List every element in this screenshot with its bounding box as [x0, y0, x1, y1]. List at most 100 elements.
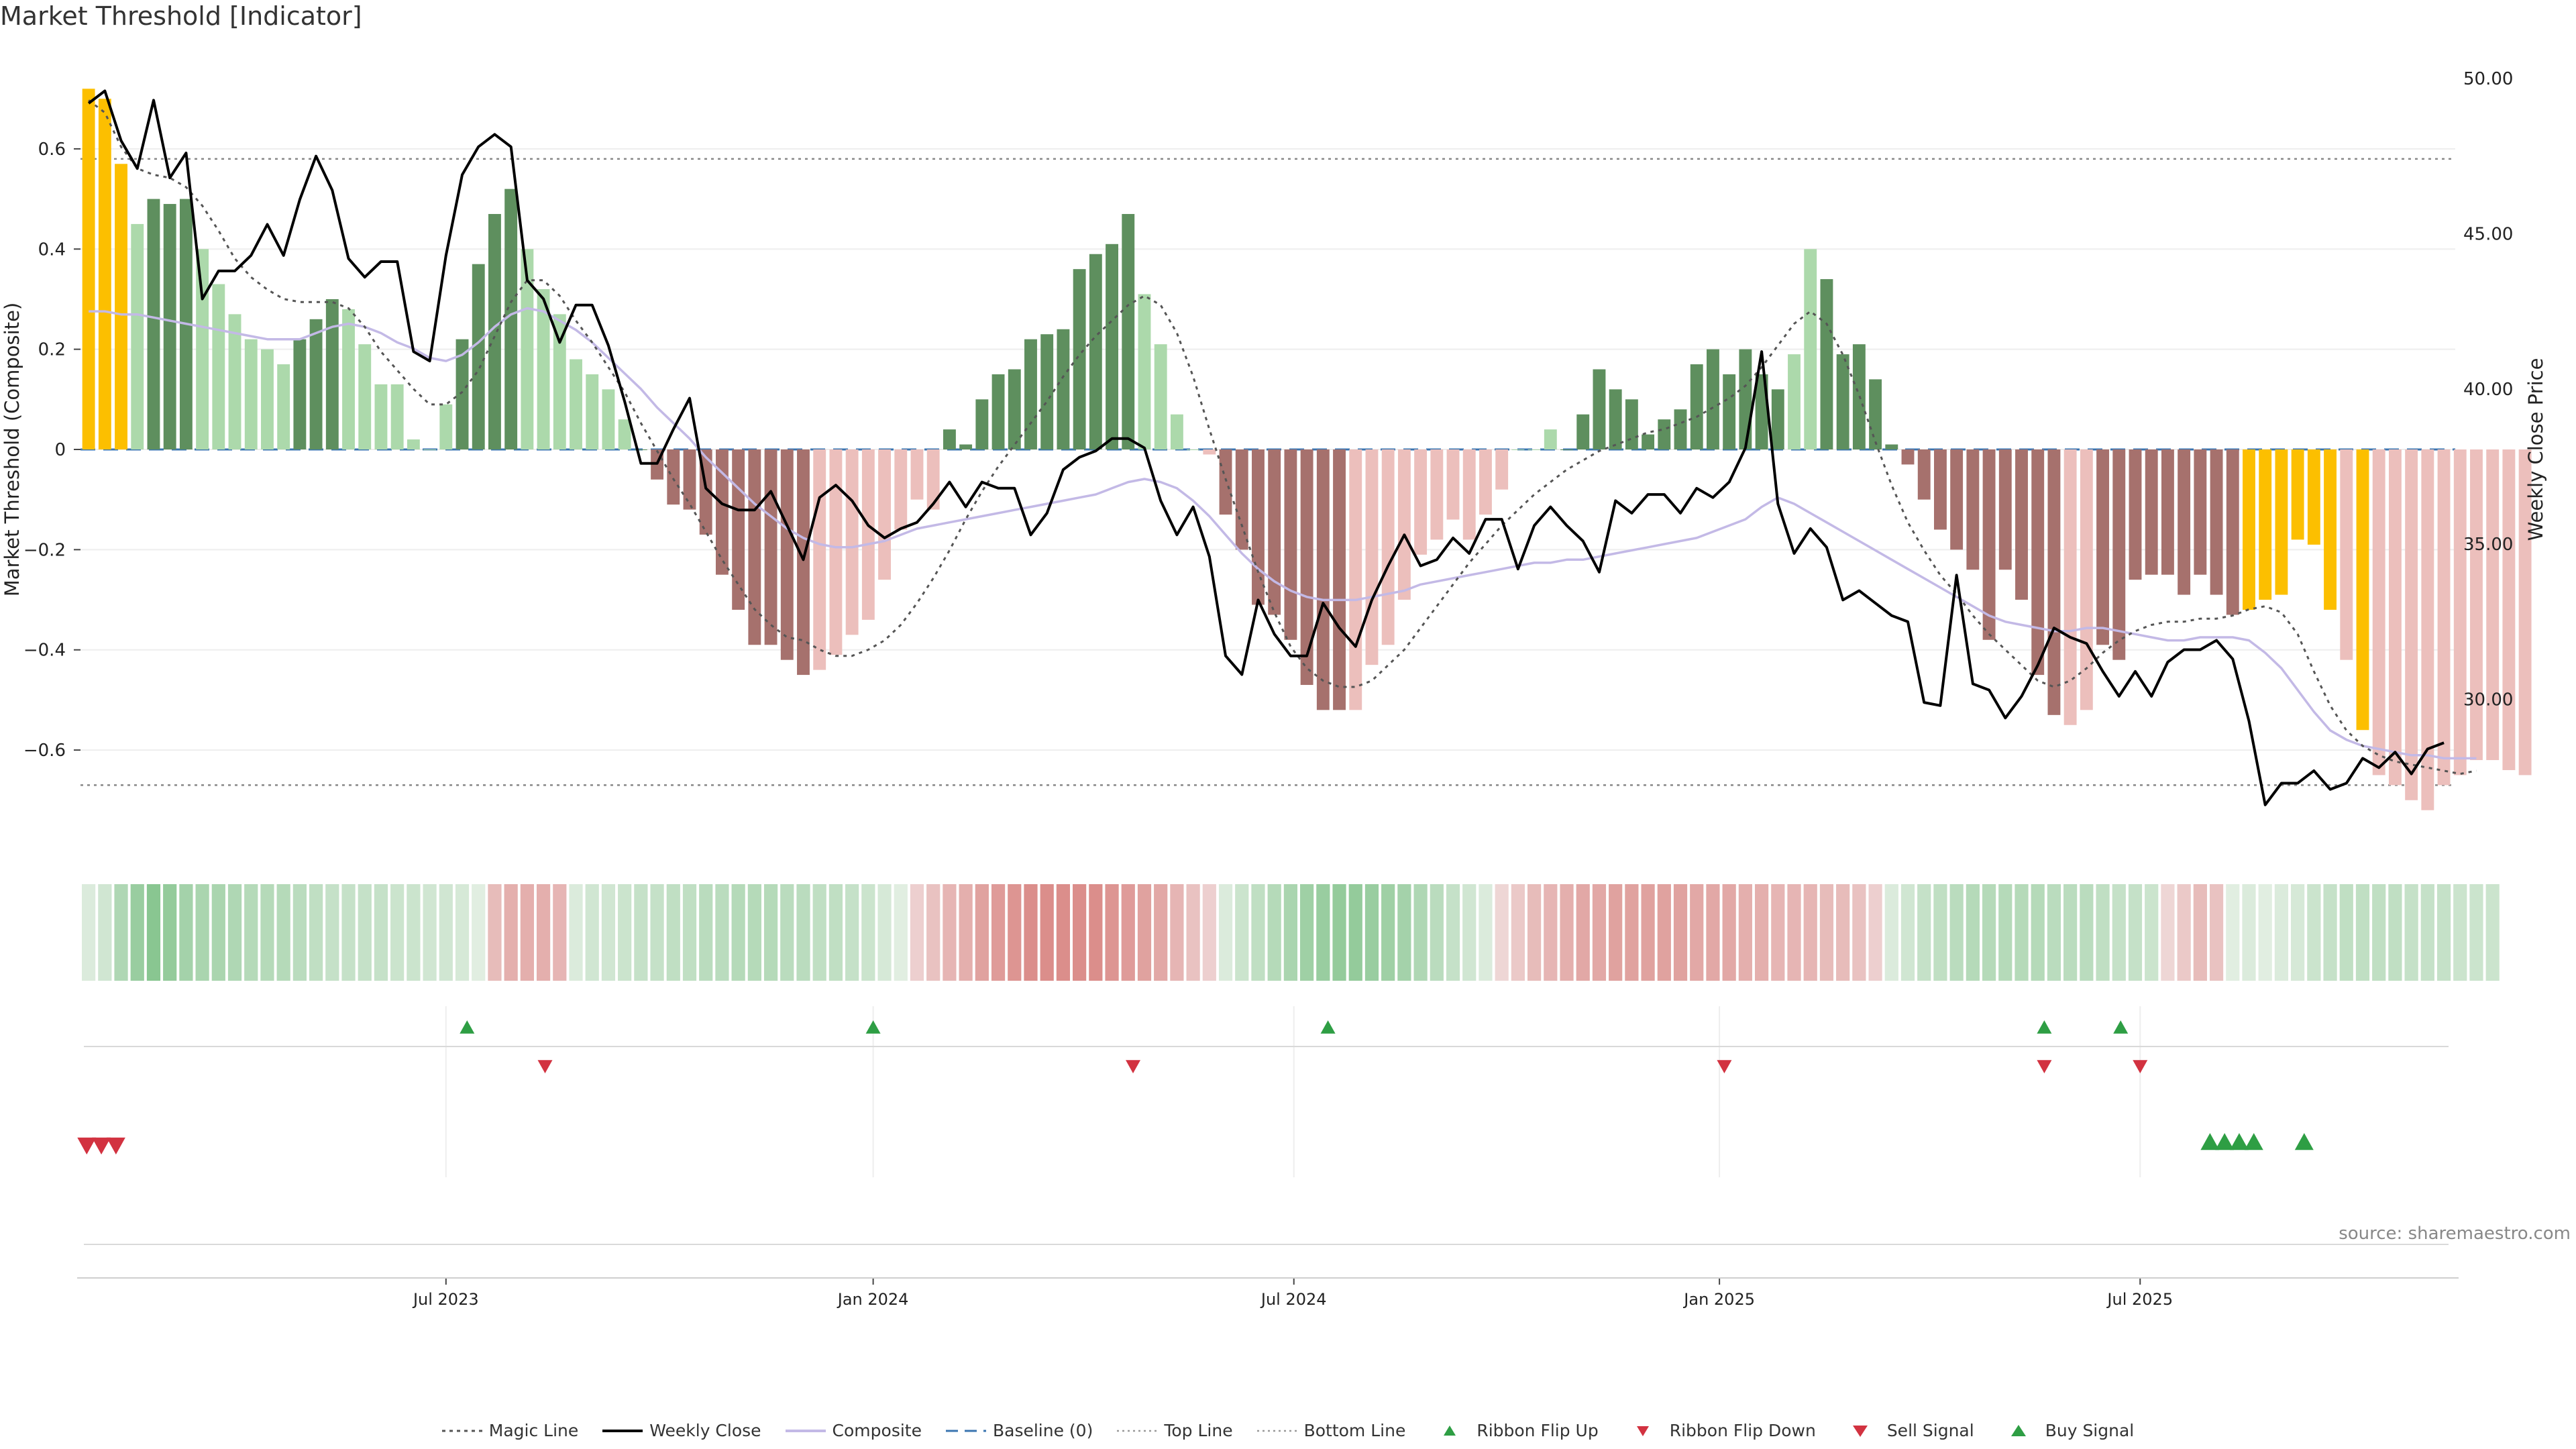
x-tick-label: Jan 2025: [1682, 1290, 1755, 1309]
ribbon-cell: [1251, 884, 1265, 981]
ribbon-cell: [1218, 884, 1233, 981]
composite-bar: [2080, 449, 2093, 710]
ribbon-cell: [1787, 884, 1801, 981]
ribbon-cell: [163, 884, 177, 981]
composite-bar: [1527, 449, 1541, 450]
composite-bar: [261, 349, 274, 449]
y-tick-label: 0: [54, 440, 66, 460]
composite-bar: [2388, 449, 2402, 786]
ribbon-cell: [488, 884, 502, 981]
composite-bar: [212, 284, 225, 449]
ribbon-cell: [763, 884, 778, 981]
composite-bar: [553, 314, 566, 449]
axes: −0.6 −0.4 −0.2 0 0.2 0.4 0.6 30.00 35.00 40.00 45.…: [1, 69, 2547, 1309]
composite-bar: [1057, 329, 1070, 449]
ribbon-cell: [1641, 884, 1655, 981]
composite-bar: [407, 439, 420, 449]
composite-bar: [2307, 449, 2320, 545]
y-tick-label: −0.2: [23, 540, 66, 560]
ribbon-cell: [1900, 884, 1915, 981]
composite-bar: [861, 449, 875, 620]
composite-bar: [1625, 399, 1638, 449]
ribbon-cell: [699, 884, 713, 981]
y2-tick-label: 45.00: [2463, 224, 2513, 244]
composite-bar: [1040, 334, 1054, 449]
ribbon-cell: [2436, 884, 2451, 981]
composite-bar: [1771, 389, 1784, 449]
composite-bar: [309, 319, 323, 449]
ribbon-cell: [845, 884, 859, 981]
composite-bar: [244, 339, 258, 449]
composite-line: [89, 307, 2477, 760]
ribbon-cell: [1527, 884, 1542, 981]
composite-bars: [82, 89, 2532, 810]
dashed-line-icon: [945, 1424, 993, 1438]
composite-bar: [732, 449, 745, 610]
ribbon-cell: [2485, 884, 2500, 981]
ribbon-cell: [2291, 884, 2305, 981]
ribbon-cell: [1560, 884, 1574, 981]
legend-item: Bottom Line: [1256, 1421, 1405, 1440]
ribbon-cell: [2015, 884, 2029, 981]
ribbon-cell: [1348, 884, 1362, 981]
ribbon-flip-up-marker: [2037, 1020, 2052, 1034]
composite-bar: [1430, 449, 1444, 540]
composite-bar: [1707, 349, 1719, 449]
composite-bar: [748, 449, 761, 645]
composite-bar: [1284, 449, 1297, 640]
composite-bar: [504, 189, 518, 449]
ribbon-cell: [2420, 884, 2434, 981]
composite-bar: [1544, 429, 1557, 449]
ribbon-cell: [666, 884, 680, 981]
ribbon-flip-down-marker: [2133, 1060, 2148, 1073]
composite-bar: [1154, 344, 1167, 449]
composite-bar: [586, 374, 599, 449]
composite-bar: [2096, 449, 2110, 645]
ribbon-cell: [1819, 884, 1834, 981]
ribbon-cell: [520, 884, 534, 981]
composite-bar: [2243, 449, 2255, 610]
triangle-down-icon: [1623, 1424, 1670, 1438]
composite-bar: [1982, 449, 1996, 640]
ribbon-cell: [926, 884, 941, 981]
legend-item: Ribbon Flip Up: [1430, 1421, 1599, 1440]
composite-bar: [325, 299, 339, 449]
composite-bar: [829, 449, 843, 655]
triangle-down-icon: [1840, 1424, 1887, 1438]
composite-bar: [2291, 449, 2304, 540]
composite-bar: [472, 264, 485, 449]
ribbon-cell: [2080, 884, 2094, 981]
ribbon-cell: [877, 884, 892, 981]
ribbon-cell: [2323, 884, 2337, 981]
ribbon-cell: [179, 884, 193, 981]
legend-label: Top Line: [1164, 1421, 1233, 1440]
composite-bar: [1268, 449, 1281, 615]
ribbon-cell: [1300, 884, 1314, 981]
price-lines: [87, 89, 2477, 806]
ribbon-cell: [828, 884, 843, 981]
composite-bar: [1008, 369, 1021, 449]
composite-bar: [813, 449, 826, 670]
buy-signal-marker: [2229, 1133, 2249, 1150]
composite-bar: [439, 404, 453, 449]
ribbon-flip-up-marker: [865, 1020, 881, 1034]
ribbon-cell: [341, 884, 356, 981]
ribbon-cell: [2128, 884, 2143, 981]
ribbon-cell: [227, 884, 242, 981]
composite-bar: [1235, 449, 1248, 550]
legend-label: Composite: [832, 1421, 922, 1440]
chart-title: Market Threshold [Indicator]: [0, 1, 362, 31]
ribbon-cell: [894, 884, 908, 981]
ribbon-cell: [536, 884, 551, 981]
composite-bar: [1674, 409, 1687, 449]
ribbon-cell: [585, 884, 599, 981]
x-tick-label: Jul 2025: [2106, 1290, 2173, 1309]
ribbon-cell: [2063, 884, 2078, 981]
ribbon-cell: [991, 884, 1006, 981]
composite-bar: [2031, 449, 2045, 676]
composite-bar: [1511, 449, 1525, 450]
ribbon-flip-up-marker: [1320, 1020, 1336, 1034]
composite-bar: [390, 384, 404, 449]
legend-label: Buy Signal: [2045, 1421, 2135, 1440]
ribbon-cell: [407, 884, 421, 981]
